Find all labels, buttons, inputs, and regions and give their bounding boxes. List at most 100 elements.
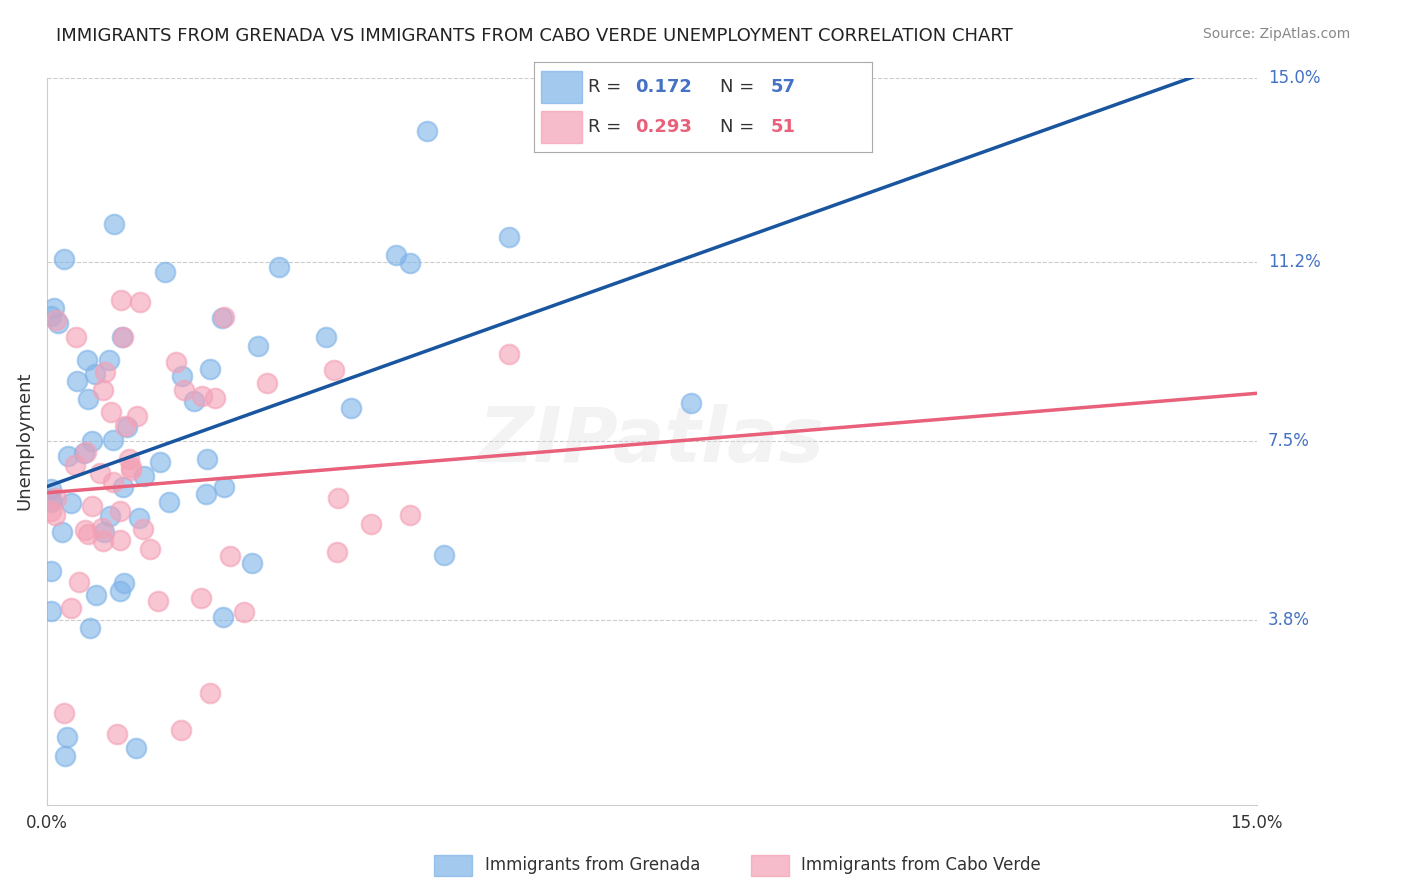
Point [128, 510, 150, 524]
Point [108, 584, 131, 599]
Point [146, 594, 169, 608]
Point [232, 605, 254, 619]
Point [56, 449, 79, 463]
Point [91, 521, 114, 535]
Point [53, 749, 76, 764]
Point [59, 496, 82, 510]
Point [111, 329, 134, 343]
Point [149, 455, 172, 469]
Point [108, 504, 131, 518]
Point [103, 475, 125, 490]
Text: IMMIGRANTS FROM GRENADA VS IMMIGRANTS FROM CABO VERDE UNEMPLOYMENT CORRELATION C: IMMIGRANTS FROM GRENADA VS IMMIGRANTS FR… [56, 27, 1012, 45]
Text: N =: N = [720, 78, 759, 95]
Text: 11.2%: 11.2% [1268, 252, 1320, 271]
Point [84, 367, 107, 381]
Point [112, 330, 135, 344]
Point [385, 248, 408, 262]
Text: 0.172: 0.172 [636, 78, 692, 95]
Point [129, 294, 152, 309]
Point [267, 260, 290, 274]
Point [219, 549, 242, 563]
Point [132, 523, 155, 537]
Point [45, 312, 67, 326]
Text: Immigrants from Cabo Verde: Immigrants from Cabo Verde [801, 856, 1042, 874]
Point [139, 542, 162, 557]
Point [73, 523, 96, 537]
Text: ZIPatlas: ZIPatlas [479, 404, 825, 478]
Point [84, 588, 107, 602]
Text: 15.0%: 15.0% [1268, 69, 1320, 87]
Point [76, 352, 98, 367]
Text: R =: R = [588, 78, 627, 95]
Text: N =: N = [720, 118, 759, 136]
Point [399, 256, 422, 270]
Point [114, 419, 136, 434]
Point [100, 405, 122, 419]
Point [360, 516, 382, 531]
Point [183, 394, 205, 409]
Point [77, 527, 100, 541]
Text: 57: 57 [770, 78, 796, 95]
Point [256, 376, 278, 390]
Point [63, 458, 86, 473]
Point [125, 409, 148, 424]
Point [120, 460, 142, 475]
Point [326, 491, 349, 505]
Point [198, 362, 221, 376]
Point [73, 445, 96, 459]
Point [120, 463, 142, 477]
Point [681, 396, 703, 410]
Text: R =: R = [588, 118, 627, 136]
Point [433, 549, 456, 563]
Point [498, 347, 520, 361]
Point [91, 384, 114, 398]
Text: Source: ZipAtlas.com: Source: ZipAtlas.com [1202, 27, 1350, 41]
Point [103, 217, 125, 231]
Point [94, 365, 117, 379]
Point [416, 124, 439, 138]
Point [108, 533, 131, 547]
Point [112, 575, 135, 590]
Text: Immigrants from Grenada: Immigrants from Grenada [485, 856, 700, 874]
Point [190, 591, 212, 605]
Point [170, 369, 193, 384]
Point [204, 392, 226, 406]
Point [89, 466, 111, 480]
Point [211, 311, 233, 326]
Point [77, 392, 100, 406]
Point [56, 730, 79, 744]
FancyBboxPatch shape [751, 855, 789, 876]
Point [111, 480, 134, 494]
Text: 0.293: 0.293 [636, 118, 692, 136]
Point [59, 600, 82, 615]
Point [169, 723, 191, 738]
Point [117, 420, 139, 434]
Point [212, 310, 235, 325]
Point [398, 508, 420, 523]
Point [173, 383, 195, 397]
Point [246, 339, 269, 353]
Point [65, 330, 87, 344]
Point [101, 433, 124, 447]
Point [53, 706, 76, 720]
Point [157, 494, 180, 508]
Point [212, 480, 235, 494]
Point [39, 565, 62, 579]
Point [75, 445, 97, 459]
FancyBboxPatch shape [541, 112, 582, 143]
Point [91, 533, 114, 548]
Point [93, 524, 115, 539]
Point [39, 495, 62, 509]
Point [46, 316, 69, 330]
FancyBboxPatch shape [434, 855, 472, 876]
Point [42, 301, 65, 316]
Point [44, 508, 66, 522]
Point [105, 727, 128, 741]
Point [98, 508, 121, 523]
Point [97, 352, 120, 367]
Point [498, 230, 520, 244]
Y-axis label: Unemployment: Unemployment [15, 372, 32, 510]
Point [82, 499, 104, 513]
Point [39, 492, 62, 507]
Point [67, 574, 90, 589]
